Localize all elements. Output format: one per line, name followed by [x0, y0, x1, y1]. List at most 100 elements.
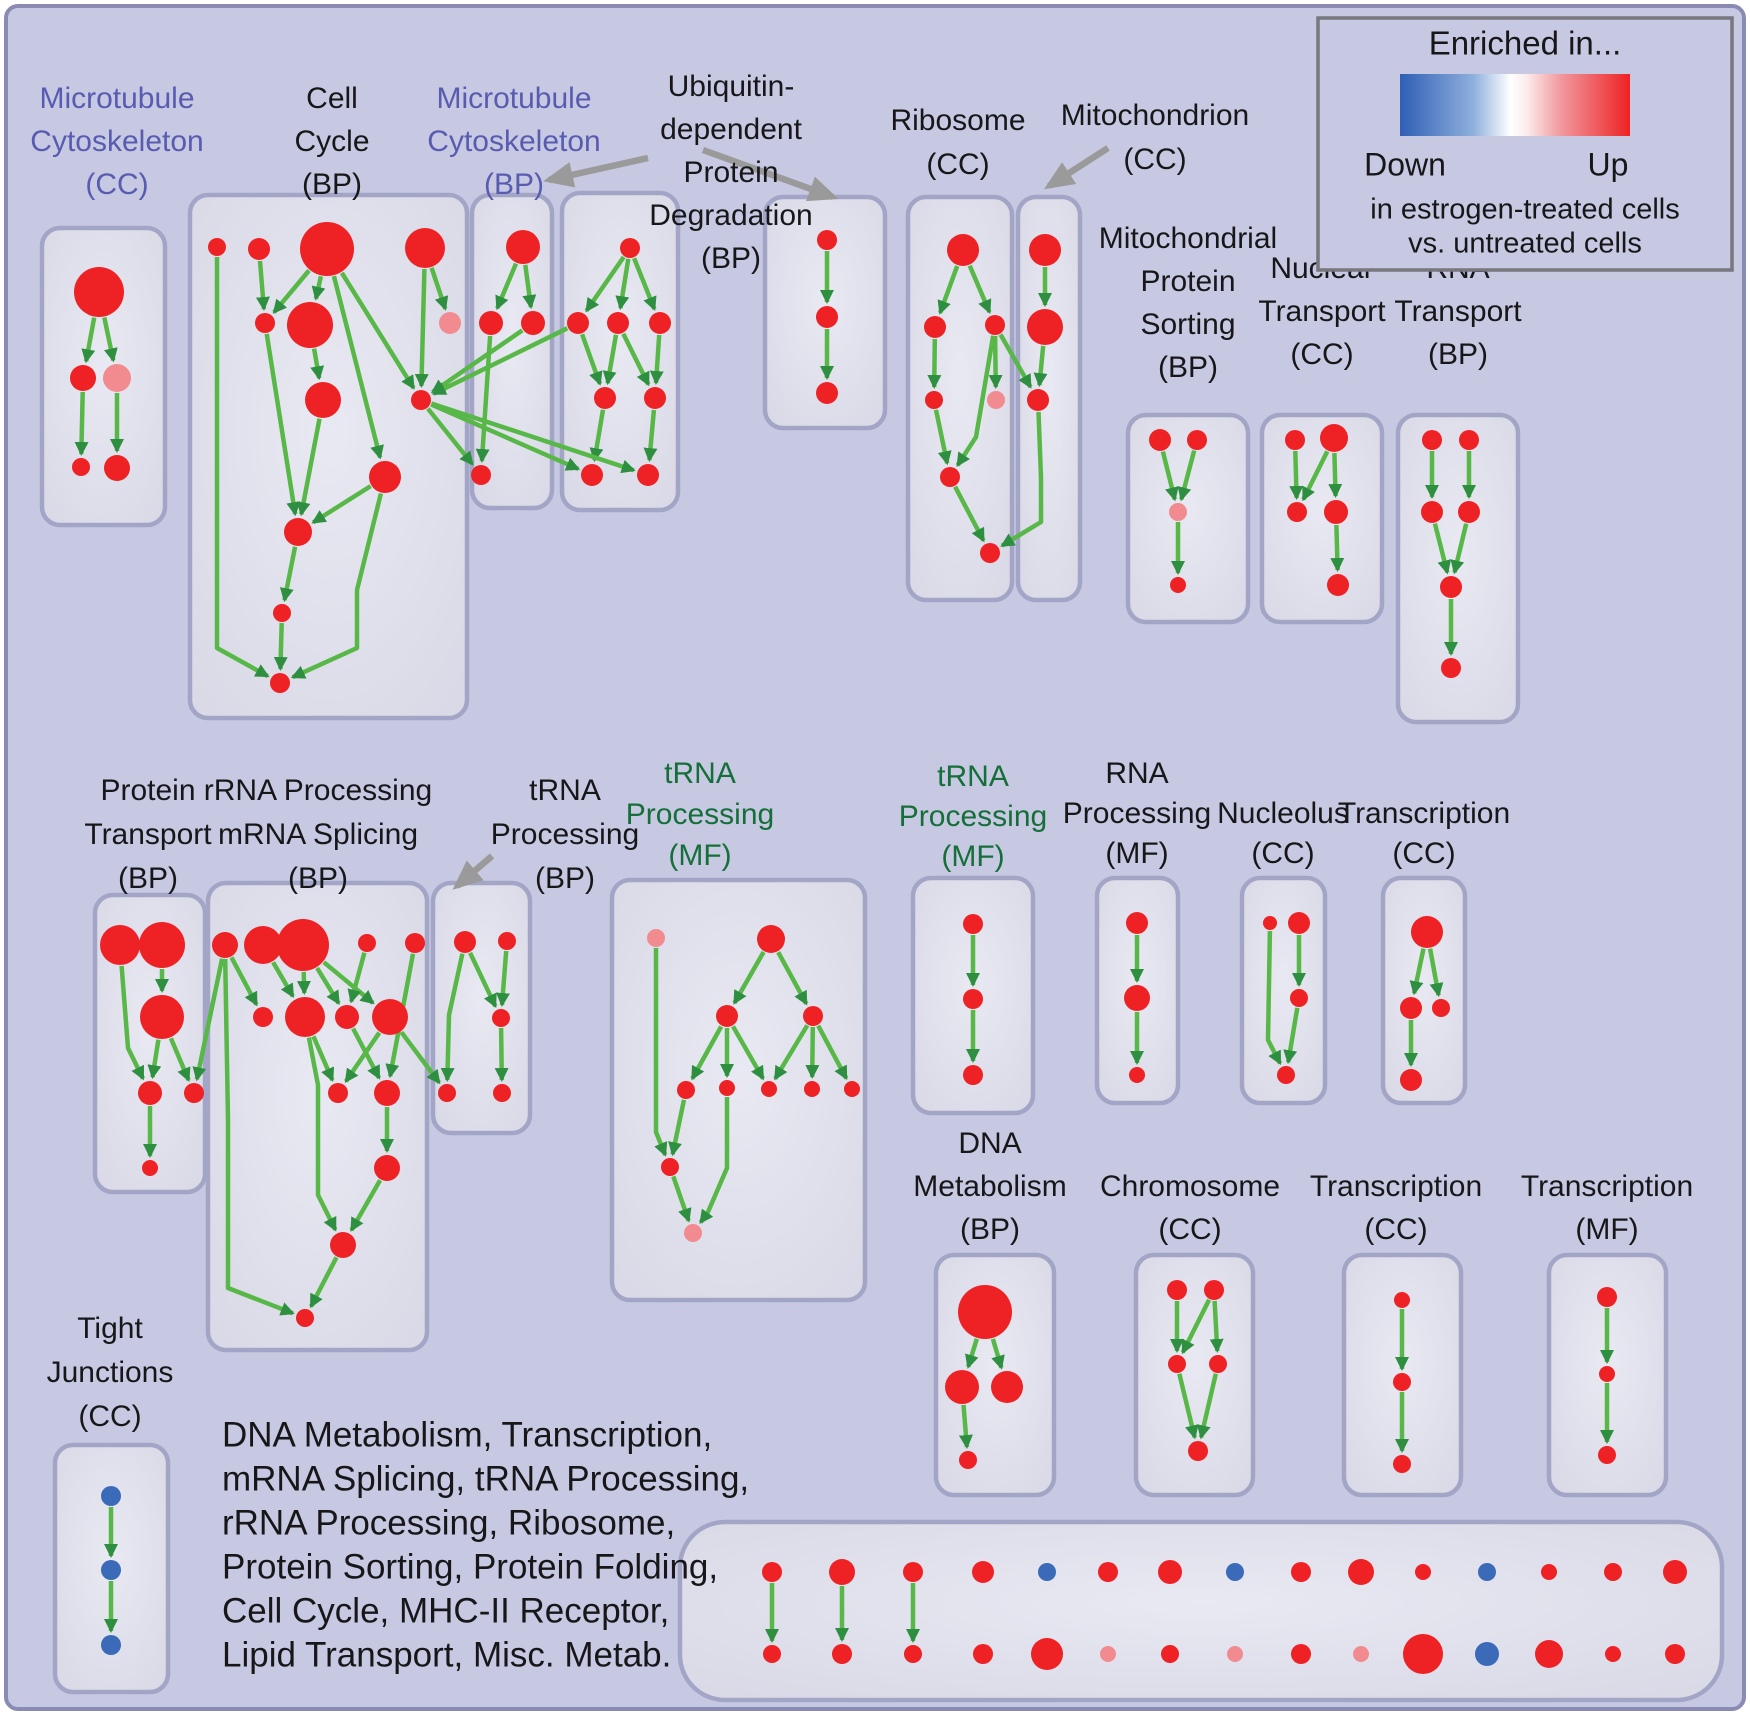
- edge-arrow-l1-l3: [990, 1338, 1005, 1370]
- cluster-label-trna-processing-mf-small: Processing: [899, 800, 1047, 833]
- cluster-label-mitochondrial-protein-sorting-bp: Sorting: [1140, 308, 1235, 341]
- cluster-box-mitochondrion-cc: [1015, 194, 1083, 603]
- edge-arrow-j3-j4: [1283, 1007, 1300, 1065]
- edge-arrow-g3-g7: [731, 1025, 765, 1081]
- cluster-label-microtubule-cytoskeleton-cc: Microtubule: [39, 82, 194, 115]
- node-c14: [296, 1309, 314, 1327]
- cluster-label-trna-processing-mf-small: (MF): [941, 840, 1004, 873]
- edge-arrow-p3-p5: [168, 1037, 191, 1082]
- node-a2: [70, 365, 96, 391]
- edge-arrow-b9-u7: [430, 402, 581, 472]
- node-b2: [248, 238, 270, 260]
- edge-arrow-n2-n4: [1328, 452, 1343, 498]
- edge-arrow-q3-b9: [430, 328, 524, 394]
- node-i1: [1126, 912, 1148, 934]
- node-z1: [101, 1486, 121, 1506]
- node-st0b: [763, 1645, 781, 1663]
- edge-arrow-u2-b9: [431, 326, 569, 396]
- node-st6b: [1161, 1645, 1179, 1663]
- cluster-label-mitochondrion-cc: Mitochondrion: [1061, 99, 1249, 132]
- edge-arrow-o2-o3: [1180, 1298, 1212, 1355]
- node-c11: [374, 1080, 400, 1106]
- node-d4: [438, 1084, 456, 1102]
- edge-arrow-b9-q4: [426, 407, 475, 466]
- node-c12: [374, 1155, 400, 1181]
- cluster-label-dna-metabolism-bp: DNA: [958, 1127, 1021, 1160]
- cluster-label-trna-processing-bp: tRNA: [529, 774, 601, 807]
- edge-arrow-o4-o5: [1196, 1373, 1218, 1440]
- edge-arrow-u1-u3: [615, 258, 631, 311]
- edge-arrow-c1-p5: [192, 958, 225, 1082]
- node-j3: [1290, 989, 1308, 1007]
- edge-arrow-g1-g10: [653, 948, 668, 1157]
- cluster-box-nuclear-transport-cc: [1259, 412, 1385, 625]
- edge-arrow-k1-k2: [1409, 948, 1426, 996]
- node-z3: [101, 1635, 121, 1655]
- edge-arrow-b12-b13: [273, 622, 288, 671]
- node-u1: [620, 238, 640, 258]
- node-p3: [140, 995, 184, 1039]
- node-u8: [637, 464, 659, 486]
- node-b4: [405, 228, 445, 268]
- edge-arrow-o2-o4: [1209, 1300, 1224, 1353]
- node-j1: [1263, 916, 1277, 930]
- node-st10t: [1415, 1564, 1431, 1580]
- cluster-label-dna-metabolism-bp: (BP): [960, 1213, 1020, 1246]
- edge-arrow-g4-g8: [805, 1026, 820, 1079]
- node-b12: [273, 604, 291, 622]
- cluster-label-tight-junctions-cc: Junctions: [47, 1356, 174, 1389]
- cluster-label-trna-processing-mf-large: tRNA: [664, 757, 736, 790]
- edge-arrow-g4-g7: [773, 1024, 810, 1081]
- edge-arrow-a1-a2: [81, 317, 97, 364]
- cluster-label-rna-transport-bp: (BP): [1428, 338, 1488, 371]
- cluster-label-nucleolus-cc: Nucleolus: [1217, 797, 1349, 830]
- node-b1: [208, 238, 226, 256]
- edge-arrow-r1-r3: [967, 264, 992, 314]
- cluster-label-microtubule-cytoskeleton-bp: Cytoskeleton: [427, 125, 600, 158]
- node-l2: [945, 1370, 979, 1404]
- node-a1: [74, 267, 124, 317]
- edge-arrow-b3-b5: [272, 269, 311, 314]
- cluster-label-microtubule-cytoskeleton-cc: (CC): [85, 168, 148, 201]
- cluster-label-trna-processing-mf-small: tRNA: [937, 760, 1009, 793]
- node-o1: [1167, 1280, 1187, 1300]
- node-st11b: [1475, 1642, 1499, 1666]
- node-g11: [684, 1224, 702, 1242]
- cluster-label-mitochondrial-protein-sorting-bp: Mitochondrial: [1099, 222, 1277, 255]
- node-st7b: [1227, 1646, 1243, 1662]
- node-b5: [255, 313, 275, 333]
- edge-arrow-r3-r5: [988, 335, 1003, 389]
- node-m1: [1029, 234, 1061, 266]
- node-l4: [959, 1451, 977, 1469]
- label-pointer-arrow-0: [543, 154, 649, 188]
- edge-arrow-u5-u7: [589, 409, 606, 463]
- node-b3: [300, 222, 354, 276]
- node-r6: [940, 467, 960, 487]
- edge-arrow-b3-b10: [331, 275, 384, 460]
- node-u2: [567, 312, 589, 334]
- cluster-label-ubiquitin-dependent-protein-degradation-bp: Ubiquitin-: [668, 70, 795, 103]
- misc-category-text-line: rRNA Processing, Ribosome,: [222, 1503, 675, 1542]
- edge-arrow-c9-c10: [344, 1031, 382, 1084]
- cluster-label-mitochondrial-protein-sorting-bp: Protein: [1140, 265, 1235, 298]
- edge-arrow-c7-c10: [311, 1035, 335, 1083]
- cluster-label-mitochondrion-cc: (CC): [1123, 143, 1186, 176]
- node-u3: [607, 312, 629, 334]
- edge-arrow-b5-b11: [264, 333, 301, 517]
- node-x1: [1597, 1287, 1617, 1307]
- edge-arrow-b4-b9: [414, 268, 429, 388]
- node-h3: [963, 1065, 983, 1085]
- edge-arrow-c3-c7: [296, 971, 311, 995]
- cluster-label-ubiquitin-dependent-protein-degradation-bp: dependent: [660, 113, 802, 146]
- node-u5: [594, 387, 616, 409]
- node-st5b: [1100, 1646, 1116, 1662]
- label-pointer-arrow-1: [701, 146, 839, 202]
- node-q2: [479, 311, 503, 335]
- edge-arrow-b9-u8: [430, 401, 636, 474]
- node-r5: [987, 391, 1005, 409]
- node-st0t: [762, 1562, 782, 1582]
- edge-arrow-u3-u6: [621, 332, 651, 387]
- edge-arrow-g6-g11: [698, 1097, 730, 1225]
- cluster-box-ribosome-cc: [905, 194, 1015, 603]
- nodes-layer: [70, 222, 1687, 1674]
